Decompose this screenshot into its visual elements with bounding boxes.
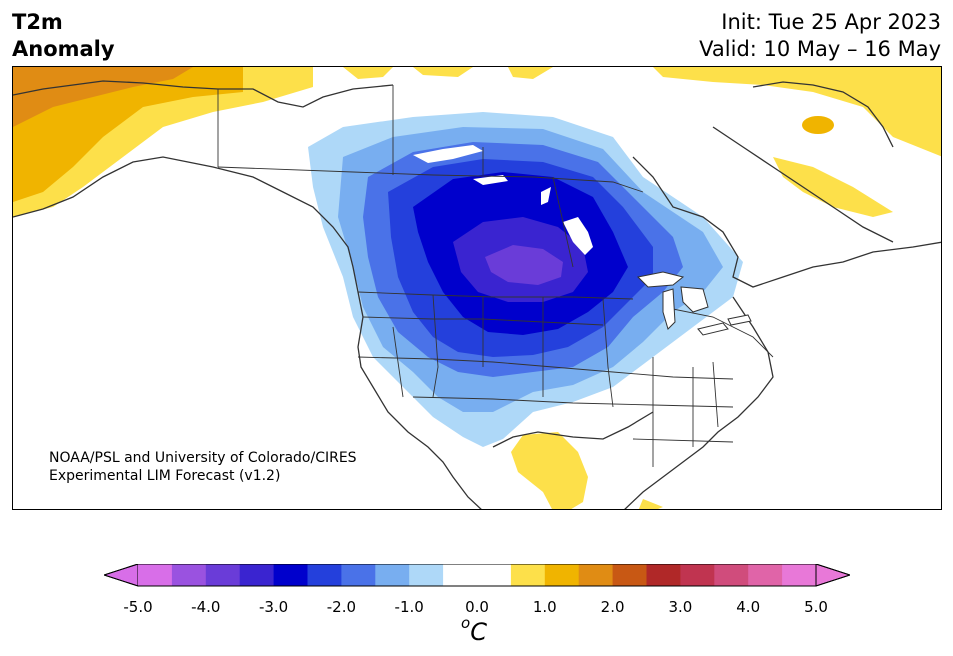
colorbar-ticks: -5.0 -4.0 -3.0 -2.0 -1.0 0.0 1.0 2.0 3.0 4.0 5.0	[0, 598, 953, 618]
colorbar-bin	[341, 564, 376, 586]
init-date: Init: Tue 25 Apr 2023	[721, 10, 941, 34]
warm-region-hudson	[773, 157, 893, 217]
colorbar-extend-min	[104, 564, 139, 587]
forecast-dates: Init: Tue 25 Apr 2023 Valid: 10 May – 16…	[699, 9, 941, 63]
great-lakes	[636, 271, 752, 336]
colorbar-bin	[680, 564, 715, 586]
lake-winnipegosis	[541, 187, 551, 205]
unit-base: C	[470, 618, 487, 646]
warm-patch-3	[508, 67, 553, 79]
plot-title: T2m Anomaly	[12, 9, 115, 63]
colorbar-tick-label: 4.0	[736, 598, 761, 616]
colorbar-tick-label: -1.0	[394, 598, 424, 616]
anomaly-map	[12, 66, 942, 510]
valid-date: Valid: 10 May – 16 May	[699, 37, 941, 61]
colorbar-bin	[510, 564, 546, 586]
credit-text: NOAA/PSL and University of Colorado/CIRE…	[49, 449, 357, 485]
warm-region-baffin	[802, 116, 834, 134]
colorbar-unit: oC	[461, 614, 487, 646]
colorbar-tick-label: -5.0	[123, 598, 153, 616]
lake-great-slave	[413, 145, 483, 163]
colorbar-bin	[714, 564, 749, 586]
title-line-1: T2m	[12, 10, 63, 34]
colorbar-bin	[205, 564, 241, 586]
credit-line-2: Experimental LIM Forecast (v1.2)	[49, 468, 281, 484]
warm-patch-4	[638, 499, 663, 509]
lake-winnipeg	[563, 217, 593, 255]
colorbar-tick-label: -2.0	[326, 598, 357, 616]
lake-athabasca	[473, 175, 508, 185]
colorbar-outline	[104, 564, 850, 587]
coastlines	[13, 80, 941, 509]
colorbar-bin	[612, 564, 647, 586]
warm-region-alaska-3	[13, 67, 193, 127]
cold-level-7	[485, 245, 563, 285]
colorbar-bin	[544, 564, 580, 586]
unit-sup: o	[461, 614, 471, 632]
warm-patch-1	[343, 67, 393, 79]
warm-region-greenland	[653, 67, 941, 157]
colorbar-bin	[748, 564, 783, 586]
colorbar	[104, 564, 850, 587]
map-svg	[13, 67, 941, 509]
colorbar-bin	[782, 564, 817, 586]
colorbar-bin	[138, 564, 173, 586]
colorbar-bin	[307, 564, 342, 586]
colorbar-tick-label: 5.0	[804, 598, 828, 616]
colorbar-bin	[375, 564, 410, 586]
colorbar-tick-label: 0.0	[465, 598, 489, 616]
colorbar-tick-label: -4.0	[191, 598, 221, 616]
colorbar-bin	[646, 564, 681, 586]
colorbar-extend-max	[815, 564, 850, 587]
warm-patch-2	[413, 67, 473, 77]
colorbar-tick-label: 1.0	[532, 598, 557, 616]
colorbar-bin	[273, 564, 308, 586]
credit-line-1: NOAA/PSL and University of Colorado/CIRE…	[49, 450, 357, 466]
colorbar-bin	[239, 564, 275, 586]
colorbar-tick-label: 2.0	[600, 598, 625, 616]
warm-region-mexico	[511, 432, 588, 509]
colorbar-bin	[409, 564, 444, 586]
colorbar-tick-label: -3.0	[258, 598, 289, 616]
colorbar-bin	[578, 564, 614, 586]
colorbar-bin	[443, 564, 478, 586]
colorbar-tick-label: 3.0	[668, 598, 693, 616]
title-line-2: Anomaly	[12, 37, 115, 61]
colorbar-bin	[477, 564, 512, 586]
colorbar-bin	[171, 564, 207, 586]
political-borders	[217, 85, 774, 467]
